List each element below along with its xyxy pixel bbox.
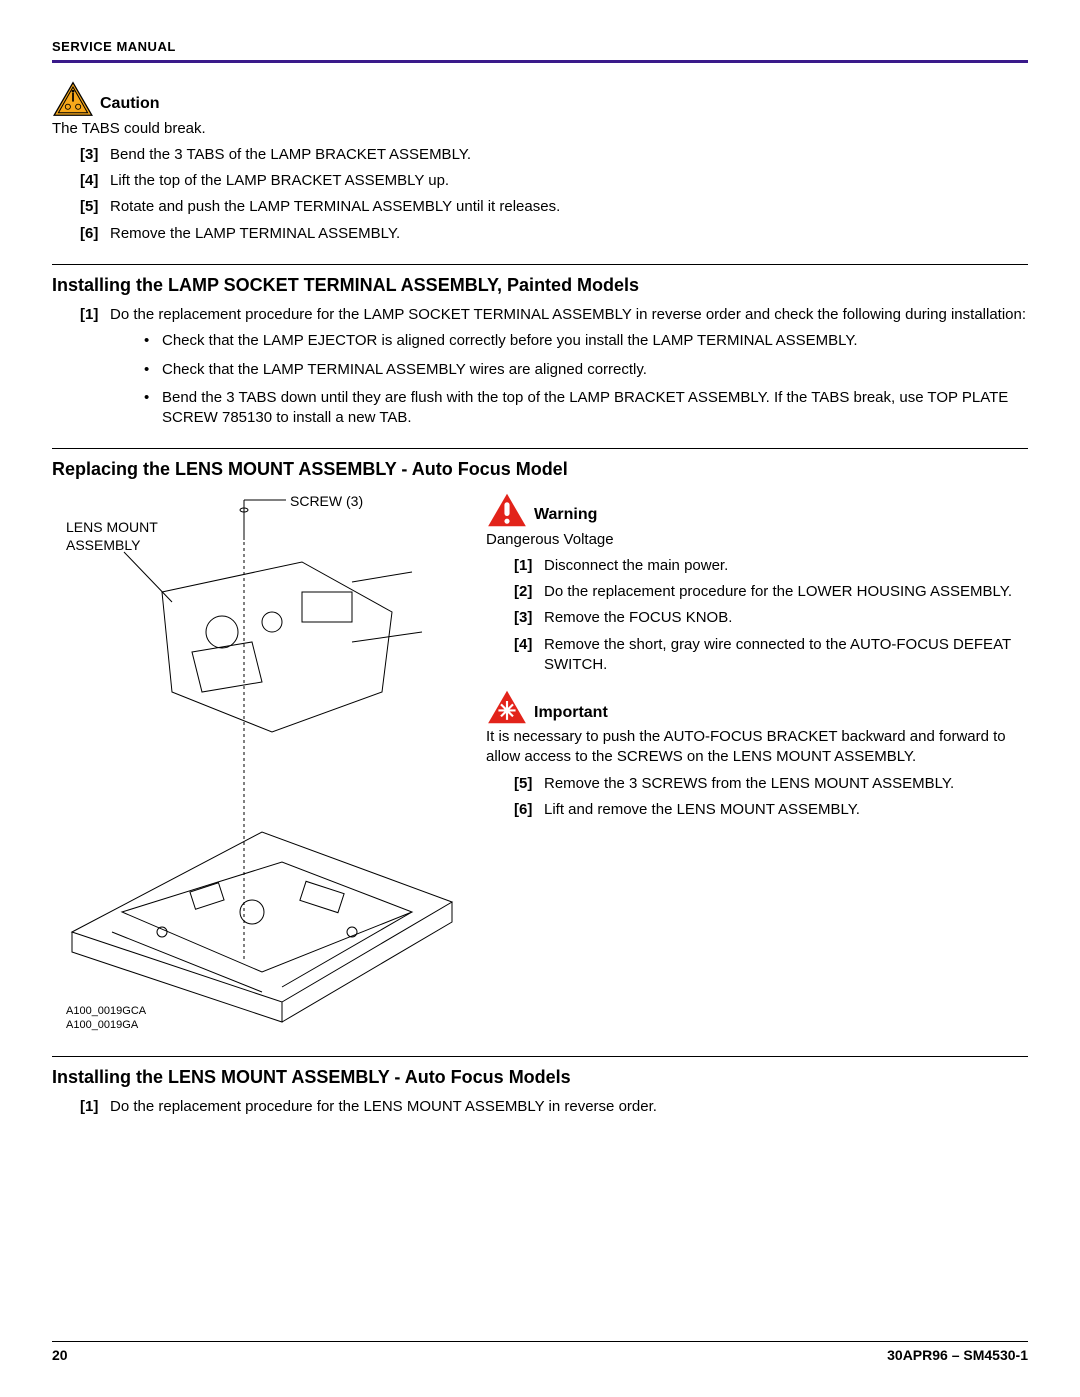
install-lamp-bullets: Check that the LAMP EJECTOR is aligned c… bbox=[110, 331, 1028, 428]
section-replace-lens-title: Replacing the LENS MOUNT ASSEMBLY - Auto… bbox=[52, 448, 1028, 481]
doc-id: 30APR96 – SM4530-1 bbox=[887, 1346, 1028, 1365]
important-block: Important bbox=[486, 689, 1028, 725]
page-header: SERVICE MANUAL bbox=[52, 38, 1028, 63]
figure-column: SCREW (3) LENS MOUNT ASSEMBLY A100_0019G… bbox=[52, 492, 472, 1032]
caution-block: Caution bbox=[52, 81, 1028, 117]
caution-steps: [3]Bend the 3 TABS of the LAMP BRACKET A… bbox=[52, 145, 1028, 244]
install-lamp-steps: [1] Do the replacement procedure for the… bbox=[52, 305, 1028, 428]
warning-label: Warning bbox=[534, 504, 597, 528]
section-install-lens-title: Installing the LENS MOUNT ASSEMBLY - Aut… bbox=[52, 1056, 1028, 1089]
caution-text: The TABS could break. bbox=[52, 119, 1028, 139]
important-icon bbox=[486, 689, 528, 725]
warning-block: Warning bbox=[486, 492, 1028, 528]
lens-two-column: SCREW (3) LENS MOUNT ASSEMBLY A100_0019G… bbox=[52, 492, 1028, 1032]
warning-text: Dangerous Voltage bbox=[486, 530, 1028, 550]
section-install-lamp-title: Installing the LAMP SOCKET TERMINAL ASSE… bbox=[52, 264, 1028, 297]
warning-icon bbox=[486, 492, 528, 528]
page-footer: 20 30APR96 – SM4530-1 bbox=[52, 1341, 1028, 1365]
important-text: It is necessary to push the AUTO-FOCUS B… bbox=[486, 727, 1028, 768]
diagram-svg bbox=[52, 492, 472, 1032]
caution-icon bbox=[52, 81, 94, 117]
important-label: Important bbox=[534, 702, 608, 726]
page-number: 20 bbox=[52, 1346, 68, 1365]
text-column: Warning Dangerous Voltage [1]Disconnect … bbox=[486, 492, 1028, 1032]
important-steps: [5]Remove the 3 SCREWS from the LENS MOU… bbox=[486, 774, 1028, 821]
warning-steps: [1]Disconnect the main power. [2]Do the … bbox=[486, 556, 1028, 675]
exploded-diagram: SCREW (3) LENS MOUNT ASSEMBLY A100_0019G… bbox=[52, 492, 472, 1032]
caution-label: Caution bbox=[100, 93, 160, 117]
install-lens-steps: [1]Do the replacement procedure for the … bbox=[52, 1097, 1028, 1117]
